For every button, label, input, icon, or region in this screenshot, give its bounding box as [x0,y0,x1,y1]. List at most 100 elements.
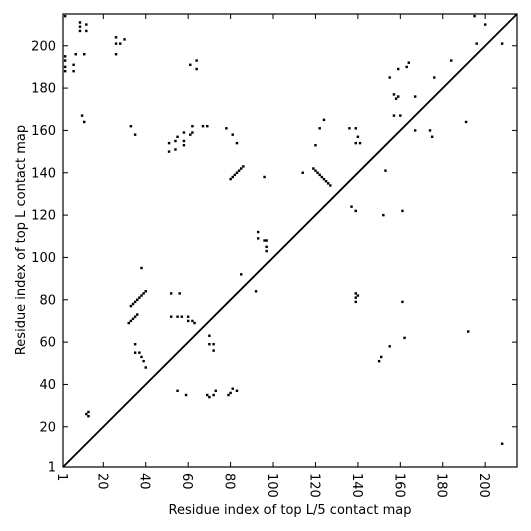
lower-contact-point-24 [178,292,181,295]
upper-contact-point-13 [72,69,75,73]
upper-contact-point-23 [167,141,171,145]
upper-contact-point-41 [235,141,239,145]
y-axis-title: Residue index of top L contact map [14,125,29,355]
upper-contact-point-44 [314,144,317,147]
lower-contact-point-57 [318,173,321,177]
x-axis: 1 20 40 60 80 100 120 140 160 180 200 [54,14,491,498]
upper-contact-point-74 [500,42,504,45]
lower-contact-point-7 [136,313,139,316]
upper-contact-point-75 [229,177,232,181]
upper-contact-point-40 [231,133,234,136]
upper-contact-point-19 [123,38,126,41]
upper-contact-point-4 [78,29,82,33]
lower-contact-point-39 [208,395,211,399]
upper-contact-point-46 [322,118,326,122]
upper-contact-point-67 [430,135,434,138]
lower-contact-point-29 [186,319,190,323]
lower-contact-point-25 [169,315,173,318]
lower-contact-point-64 [354,296,357,299]
lower-contact-point-47 [254,290,258,293]
x-tick-label-10: 200 [476,473,491,498]
upper-contact-point-18 [119,42,122,45]
upper-contact-point-22 [133,133,137,136]
lower-contact-point-31 [193,321,196,325]
upper-contact-point-37 [201,124,205,128]
upper-contact-point-69 [450,59,453,62]
lower-contact-point-11 [136,298,139,301]
upper-contact-point-32 [191,124,194,128]
lower-contact-point-72 [401,300,404,304]
upper-contact-point-14 [80,114,84,117]
upper-contact-point-38 [206,124,209,128]
lower-contact-point-3 [127,321,130,325]
lower-contact-point-0 [85,412,88,416]
upper-contact-point-15 [83,120,86,124]
x-tick-label-5: 100 [264,473,279,498]
upper-contact-point-10 [63,65,67,69]
lower-contact-point-41 [214,389,217,393]
upper-contact-point-73 [483,23,487,26]
upper-contact-point-53 [356,135,360,138]
lower-contact-point-56 [316,171,319,174]
upper-contact-point-60 [399,114,402,117]
upper-contact-point-79 [237,169,241,172]
lower-contact-point-40 [212,393,215,397]
upper-contact-point-50 [354,141,357,145]
upper-contact-point-61 [396,67,400,71]
lower-contact-point-8 [129,304,133,308]
upper-contact-point-42 [263,175,266,179]
upper-contact-point-26 [174,148,177,151]
lower-contact-point-51 [265,239,268,242]
lower-contact-point-6 [133,315,137,318]
upper-contact-point-1 [78,21,82,24]
upper-contact-point-16 [114,36,118,39]
upper-contact-point-63 [407,61,411,64]
lower-contact-point-68 [380,355,383,359]
upper-contact-point-27 [176,135,179,138]
upper-contact-point-81 [242,165,245,168]
upper-contact-point-11 [72,63,75,67]
plot-area [62,13,518,468]
lower-contact-point-61 [326,182,330,185]
lower-contact-point-38 [206,393,209,397]
x-tick-label-9: 180 [434,473,449,498]
lower-contact-point-9 [131,302,135,306]
upper-contact-point-77 [233,173,237,177]
upper-contact-point-20 [114,53,118,56]
upper-contact-point-55 [388,76,391,79]
y-tick-label-5: 100 [31,251,56,266]
y-tick-label-10: 200 [31,39,56,54]
lower-contact-point-74 [466,330,470,333]
upper-contact-point-21 [129,124,133,128]
upper-contact-point-70 [464,120,468,124]
lower-contact-point-12 [138,296,141,299]
lower-contact-point-18 [138,351,141,354]
y-tick-label-4: 80 [39,293,56,308]
upper-contact-point-17 [114,42,118,45]
x-tick-label-7: 140 [349,473,364,498]
upper-contact-point-80 [239,167,243,170]
lower-contact-point-65 [356,294,360,297]
x-tick-label-2: 40 [137,473,152,490]
lower-contact-point-43 [229,391,232,395]
upper-contact-point-66 [428,129,432,132]
upper-contact-point-28 [182,131,186,134]
upper-contact-point-43 [301,171,304,174]
lower-contact-point-14 [142,292,145,295]
lower-contact-point-71 [401,209,404,213]
lower-contact-point-54 [312,167,315,170]
y-tick-label-1: 20 [39,420,56,435]
lower-contact-point-10 [133,300,137,304]
lower-contact-point-15 [144,290,147,293]
lower-contact-point-75 [500,442,504,445]
upper-contact-point-30 [182,144,186,147]
lower-contact-point-44 [231,387,234,390]
lower-contact-point-46 [239,273,243,276]
x-tick-label-3: 60 [179,473,194,490]
upper-contact-point-6 [63,55,67,58]
lower-contact-point-34 [208,334,211,337]
y-tick-label-0: 1 [48,461,56,476]
upper-contact-point-8 [74,53,77,56]
